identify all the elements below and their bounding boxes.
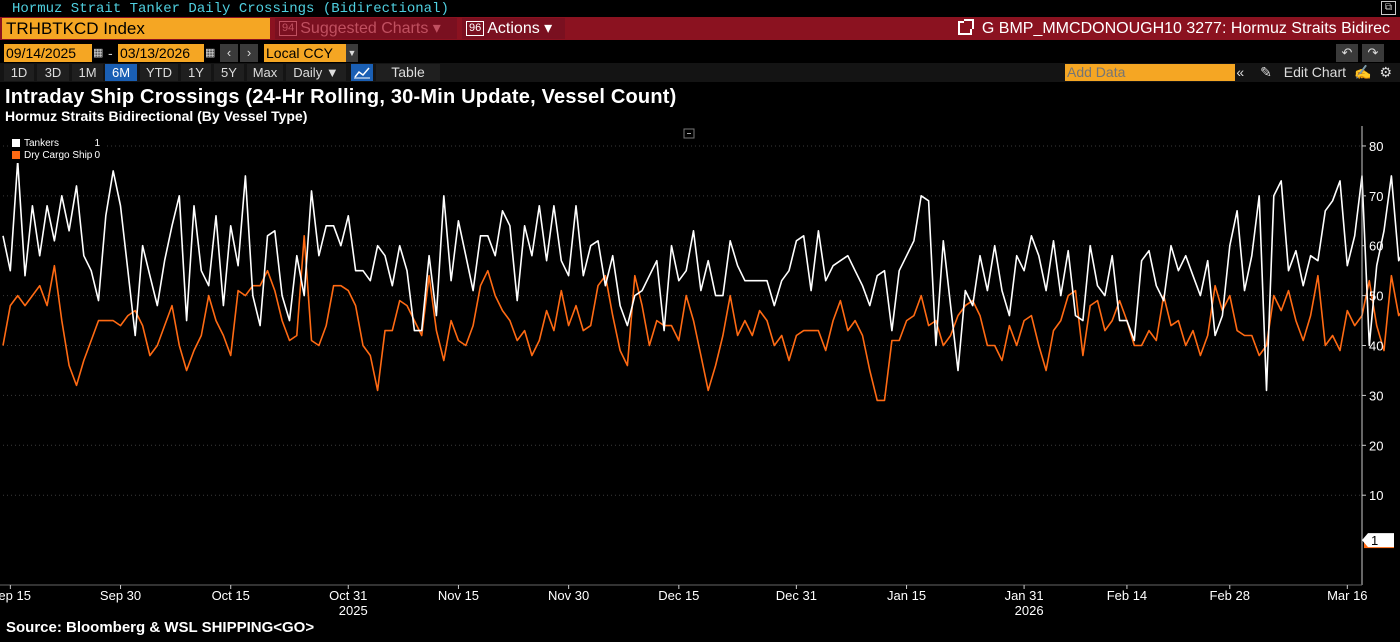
currency-select[interactable]: Local CCY (264, 44, 346, 62)
y-tick-label: 70 (1369, 189, 1383, 204)
suggested-charts-label: Suggested Charts (300, 20, 429, 37)
series-line-tankers (2, 160, 1400, 392)
frequency-label: Daily (293, 65, 323, 80)
chart-link-label: G BMP_MMCDONOUGH10 3277: Hormuz Straits … (981, 20, 1390, 37)
add-data-input[interactable] (1065, 64, 1235, 81)
y-tick-label: 60 (1369, 239, 1383, 254)
gear-icon[interactable]: ⚙ (1379, 64, 1392, 80)
suggested-charts-number: 94 (279, 21, 298, 36)
table-button[interactable]: Table (376, 64, 440, 81)
calendar-icon[interactable]: ▦ (93, 47, 104, 59)
chart-subtitle: Hormuz Straits Bidirectional (By Vessel … (5, 108, 308, 124)
chevron-down-icon: ▾ (432, 20, 441, 37)
y-tick-label: 50 (1369, 289, 1383, 304)
collapse-icon[interactable]: « (1236, 64, 1245, 80)
last-value-tag-tankers (1362, 533, 1394, 548)
annotate-icon[interactable]: ✍ (1354, 64, 1372, 80)
range-button-1m[interactable]: 1M (72, 64, 103, 81)
x-year-label: 2025 (339, 603, 368, 616)
range-button-5y[interactable]: 5Y (214, 64, 244, 81)
x-tick-label: Nov 15 (438, 588, 479, 603)
date-range-row: 09/14/2025 ▦ - 03/13/2026 ▦ ‹ › Local CC… (0, 44, 1400, 62)
legend-collapse-icon (683, 128, 695, 139)
redo-icon[interactable]: ↷ (1362, 44, 1384, 62)
y-tick-label: 30 (1369, 388, 1383, 403)
end-date-input[interactable]: 03/13/2026 (118, 44, 204, 62)
chart-title: Intraday Ship Crossings (24-Hr Rolling, … (5, 86, 677, 108)
window-popout-icon[interactable]: ⧉ (1381, 1, 1396, 15)
range-button-max[interactable]: Max (247, 64, 283, 81)
external-link-icon (957, 19, 974, 35)
legend-entry-value: 1 (94, 138, 100, 149)
chevron-left-icon[interactable]: ‹ (220, 44, 238, 62)
window-title: Hormuz Strait Tanker Daily Crossings (Bi… (12, 1, 449, 17)
calendar-icon[interactable]: ▦ (205, 47, 216, 59)
legend-entry-name: Dry Cargo Ship (24, 150, 93, 161)
x-tick-label: Feb 14 (1107, 588, 1147, 603)
legend-entry-value: 0 (94, 150, 100, 161)
chevron-down-icon: ▾ (544, 20, 553, 37)
y-tick-label: 80 (1369, 139, 1383, 154)
x-tick-label: Oct 15 (212, 588, 250, 603)
frequency-select[interactable]: Daily ▼ (286, 64, 346, 81)
x-tick-label: Dec 31 (776, 588, 817, 603)
date-separator: - (108, 45, 113, 61)
chart-tools: « ✎ Edit Chart ✍ ⚙ (1228, 64, 1392, 81)
start-date-input[interactable]: 09/14/2025 (4, 44, 92, 62)
actions-label: Actions (487, 20, 540, 37)
y-tick-label: 20 (1369, 438, 1383, 453)
range-button-1d[interactable]: 1D (4, 64, 34, 81)
x-tick-label: Nov 30 (548, 588, 589, 603)
x-tick-label: Feb 28 (1210, 588, 1250, 603)
x-year-label: 2026 (1015, 603, 1044, 616)
edit-chart-button[interactable]: ✎ Edit Chart (1252, 64, 1346, 80)
range-button-3d[interactable]: 3D (37, 64, 69, 81)
line-chart-icon[interactable] (351, 64, 373, 81)
x-tick-label: Jan 15 (887, 588, 926, 603)
actions-button[interactable]: 96 Actions ▾ (462, 18, 565, 39)
pencil-icon: ✎ (1260, 64, 1272, 80)
range-button-ytd[interactable]: YTD (140, 64, 178, 81)
range-toolbar: 1D 3D 1M 6M YTD 1Y 5Y Max Daily ▼ Table … (0, 63, 1400, 82)
chart-link[interactable]: G BMP_MMCDONOUGH10 3277: Hormuz Straits … (957, 18, 1390, 39)
chevron-down-icon[interactable]: ▼ (346, 44, 358, 62)
suggested-charts-button[interactable]: 94 Suggested Charts ▾ (275, 18, 457, 39)
edit-chart-label: Edit Chart (1283, 64, 1346, 80)
chevron-right-icon[interactable]: › (240, 44, 258, 62)
series-lines (2, 160, 1400, 402)
range-button-6m[interactable]: 6M (105, 64, 137, 81)
actions-number: 96 (466, 21, 485, 36)
x-tick-label: Sep 15 (0, 588, 31, 603)
x-tick-label: Dec 15 (658, 588, 699, 603)
x-tick-label: Mar 16 (1327, 588, 1367, 603)
caret-down-icon: ▼ (325, 65, 339, 80)
undo-icon[interactable]: ↶ (1336, 44, 1358, 62)
ticker-field[interactable]: TRHBTKCD Index (2, 18, 270, 39)
legend-box (9, 137, 105, 163)
legend-entry-name: Tankers (24, 138, 59, 149)
legend-swatch (12, 151, 20, 159)
window-title-bar: Hormuz Strait Tanker Daily Crossings (Bi… (0, 0, 1400, 17)
legend-swatch (12, 139, 20, 147)
x-tick-label: Sep 30 (100, 588, 141, 603)
source-note: Source: Bloomberg & WSL SHIPPING<GO> (6, 619, 315, 636)
last-value-label-tankers: 1 (1371, 533, 1378, 548)
command-bar: TRHBTKCD Index 94 Suggested Charts ▾ 96 Ac… (0, 17, 1400, 40)
y-tick-label: 10 (1369, 488, 1383, 503)
series-line-dry-cargo-ship (2, 235, 1400, 402)
x-tick-label: Oct 31 (329, 588, 367, 603)
y-tick-label: 40 (1369, 339, 1383, 354)
x-tick-label: Jan 31 (1005, 588, 1044, 603)
range-button-1y[interactable]: 1Y (181, 64, 211, 81)
